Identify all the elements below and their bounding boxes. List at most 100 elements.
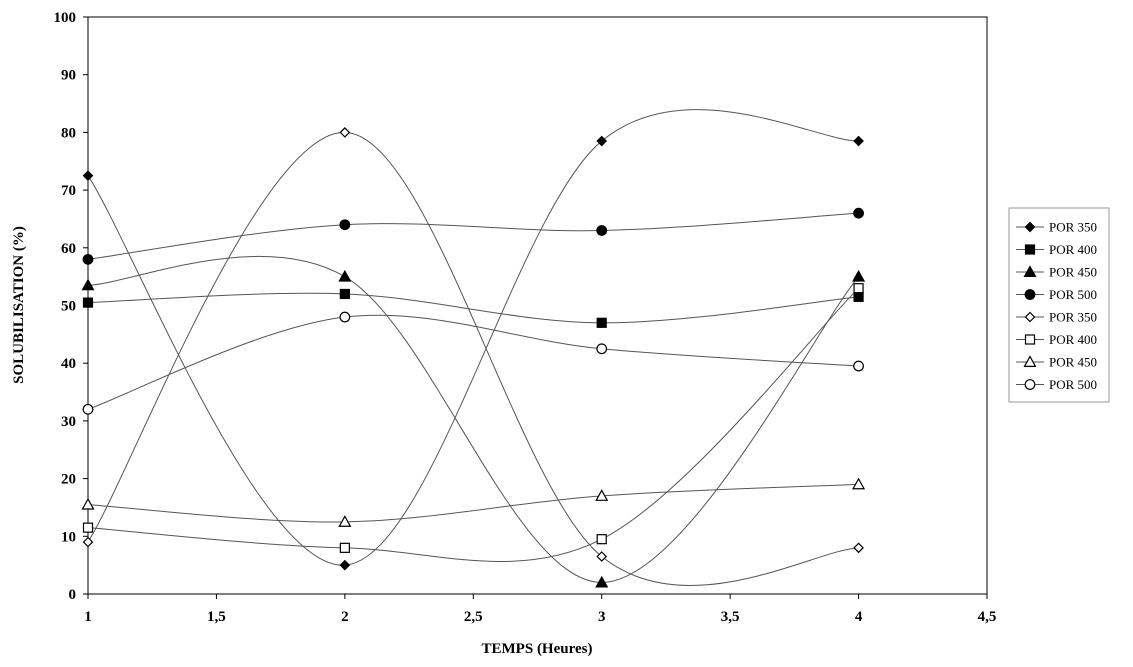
legend-marker	[1023, 355, 1037, 367]
y-axis-title: SOLUBILISATION (%)	[11, 226, 27, 384]
legend-label: POR 400	[1049, 242, 1097, 257]
data-point	[596, 534, 607, 545]
x-tick-label: 1,5	[207, 609, 226, 625]
data-point	[852, 269, 866, 282]
data-point	[595, 489, 609, 501]
data-point	[339, 311, 351, 323]
legend-marker	[1024, 289, 1036, 300]
data-point	[81, 497, 95, 510]
series-7	[81, 477, 866, 527]
legend-marker	[1024, 221, 1036, 233]
data-point	[82, 536, 94, 548]
series-line	[87, 131, 859, 586]
series-line	[87, 212, 859, 260]
legend-item: POR 450	[1016, 265, 1097, 280]
data-point	[338, 515, 352, 527]
data-point	[853, 542, 864, 554]
series-line	[87, 292, 859, 324]
data-point	[82, 253, 94, 265]
y-tick-label: 100	[54, 10, 77, 26]
data-point	[596, 551, 608, 562]
data-point	[595, 575, 609, 588]
x-tick-label: 2,5	[464, 609, 483, 625]
data-point	[339, 288, 350, 300]
data-point	[339, 542, 350, 553]
x-axis-title: TEMPS (Heures)	[482, 641, 593, 657]
data-point	[853, 135, 864, 147]
y-tick-label: 30	[61, 414, 76, 430]
data-point	[81, 278, 95, 291]
data-point	[596, 317, 607, 328]
legend-marker	[1023, 265, 1037, 277]
series-5	[82, 127, 864, 586]
y-tick-label: 0	[69, 587, 77, 603]
legend-label: POR 350	[1049, 310, 1097, 325]
legend-marker	[1024, 334, 1036, 345]
data-point	[339, 559, 351, 571]
data-point	[82, 297, 94, 308]
legend-marker	[1024, 311, 1036, 323]
y-tick-label: 40	[61, 356, 76, 372]
legend-box	[1008, 207, 1110, 403]
data-point	[853, 207, 864, 219]
legend-label: POR 500	[1049, 287, 1097, 302]
y-tick-label: 60	[61, 241, 76, 257]
plot-area	[87, 16, 988, 595]
legend-label: POR 450	[1049, 355, 1097, 370]
data-point	[339, 219, 351, 231]
legend-item: POR 450	[1016, 355, 1097, 370]
series-1	[82, 109, 864, 571]
series-3	[81, 255, 866, 588]
series-line	[87, 255, 859, 583]
x-tick-label: 1	[84, 609, 92, 625]
series-8	[82, 311, 864, 415]
data-point	[596, 135, 608, 147]
series-line	[87, 287, 859, 562]
legend: POR 350 POR 400 POR 450 POR 500 POR 350 POR 4…	[1008, 207, 1110, 403]
series-line	[87, 483, 859, 523]
series-2	[82, 288, 864, 328]
x-tick-label: 4	[855, 609, 863, 625]
y-tick-label: 80	[61, 125, 76, 141]
series-line	[87, 109, 859, 566]
legend-item: POR 400	[1016, 242, 1097, 257]
y-tick-label: 50	[61, 299, 76, 315]
data-point	[853, 360, 864, 372]
series-6	[82, 283, 864, 562]
x-tick-label: 3	[598, 609, 606, 625]
legend-item: POR 350	[1016, 220, 1097, 235]
legend-item: POR 350	[1016, 310, 1097, 325]
series-4	[82, 207, 864, 265]
legend-label: POR 450	[1049, 265, 1097, 280]
x-tick-label: 4,5	[978, 609, 997, 625]
legend-marker	[1024, 379, 1036, 390]
data-point	[338, 269, 352, 282]
legend-item: POR 400	[1016, 332, 1097, 347]
data-point	[596, 225, 608, 236]
data-point	[596, 343, 608, 355]
legend-label: POR 500	[1049, 377, 1097, 392]
data-point	[853, 283, 864, 294]
data-point	[82, 170, 94, 182]
series-line	[87, 314, 859, 410]
legend-item: POR 500	[1016, 287, 1097, 302]
legend-marker	[1024, 244, 1036, 255]
x-tick-label: 3,5	[721, 609, 740, 625]
data-point	[852, 477, 866, 490]
y-tick-label: 70	[61, 183, 76, 199]
x-tick-label: 2	[341, 609, 349, 625]
data-point	[853, 291, 864, 302]
legend-label: POR 350	[1049, 220, 1097, 235]
data-point	[82, 403, 94, 415]
legend-item: POR 500	[1016, 377, 1097, 392]
axis-layer: 0 10 20 30 40 50 60 70 80 90 100 1 1,5 2 2,5 3 3,5 4 4,5	[54, 10, 997, 625]
series-layer	[81, 109, 866, 588]
data-point	[339, 127, 351, 138]
y-tick-label: 10	[61, 529, 76, 545]
data-point	[82, 522, 94, 533]
legend-label: POR 400	[1049, 332, 1097, 347]
y-tick-label: 20	[61, 472, 76, 488]
y-tick-label: 90	[61, 68, 76, 84]
